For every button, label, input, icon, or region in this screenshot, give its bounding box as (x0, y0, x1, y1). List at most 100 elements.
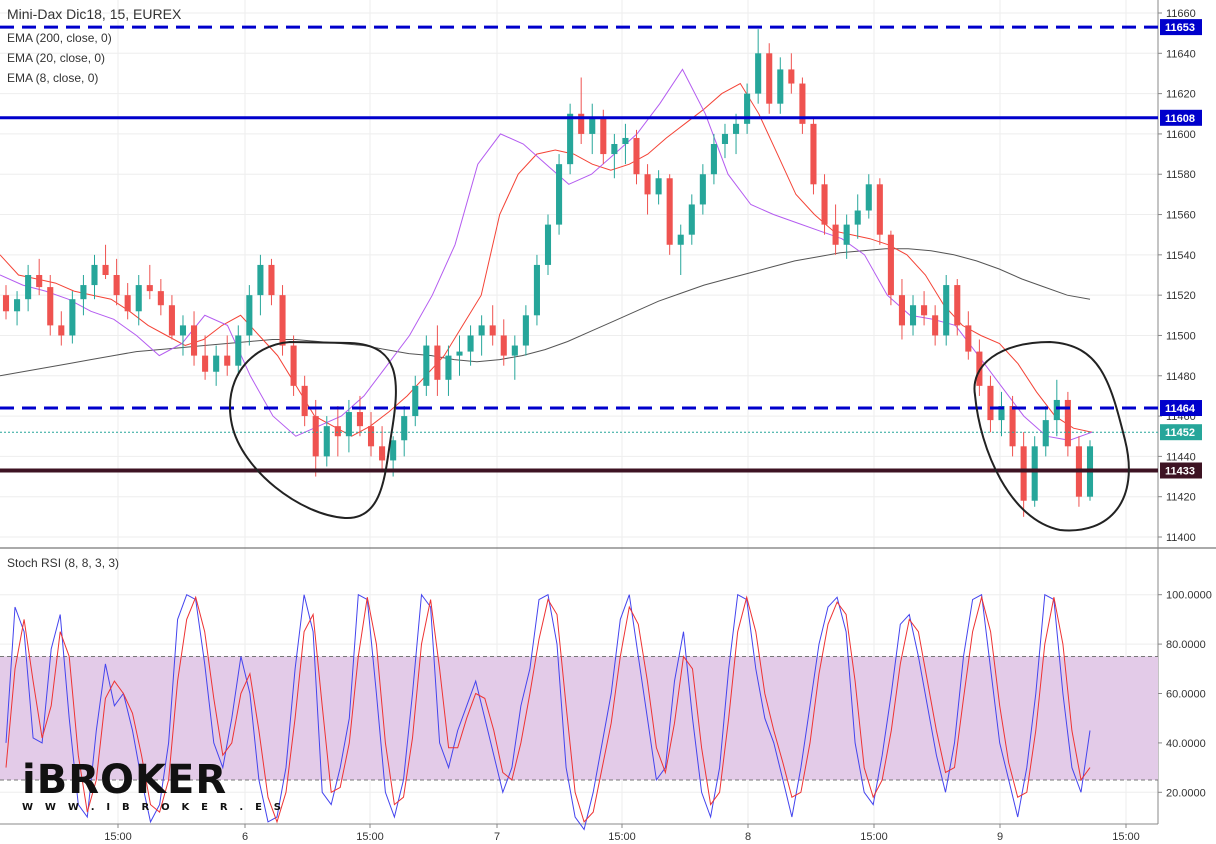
stoch-tick-label: 40.0000 (1166, 738, 1206, 750)
candle-body (677, 234, 684, 245)
candle-body (898, 295, 906, 326)
price-badge (1160, 462, 1202, 479)
price-tick-label: 11440 (1166, 451, 1196, 463)
candle-body (58, 325, 65, 336)
candle-body (379, 446, 386, 461)
candle-body (1053, 399, 1060, 421)
price-tick-label: 11600 (1166, 129, 1196, 141)
candle-body (323, 426, 330, 457)
candle-body (268, 264, 275, 296)
candle-body (843, 224, 850, 245)
candle-body (246, 295, 253, 336)
candle-body (312, 416, 319, 457)
time-tick-label: 6 (242, 831, 248, 843)
time-tick-label: 15:00 (1112, 831, 1140, 843)
circle-annotation-right[interactable] (973, 340, 1130, 532)
candle-body (36, 275, 43, 288)
candle-body (921, 305, 928, 316)
candle-body (821, 184, 828, 225)
price-tick-label: 11500 (1166, 330, 1196, 342)
price-badge-label: 11653 (1165, 22, 1195, 34)
candle-body (456, 351, 463, 356)
price-tick-label: 11400 (1166, 532, 1196, 544)
price-badge-label: 11433 (1165, 465, 1195, 477)
stoch-overbought-oversold-band (0, 656, 1158, 780)
candle-body (202, 355, 209, 372)
candle-body (887, 234, 894, 296)
hand-drawn-circles[interactable] (229, 340, 1130, 532)
candle-body (710, 144, 717, 175)
candle-body (644, 174, 651, 195)
candle-body (932, 315, 939, 336)
price-tick-label: 11520 (1166, 290, 1196, 302)
candle-body (666, 178, 673, 245)
candle-body (721, 133, 729, 144)
candle-body (744, 93, 751, 124)
candle-body (544, 224, 552, 265)
candle-body (1064, 399, 1071, 447)
candle-body (965, 325, 972, 352)
price-badge-label: 11464 (1165, 403, 1196, 415)
candle-body (467, 335, 474, 352)
price-tick-label: 11560 (1166, 210, 1196, 222)
price-tick-label: 11540 (1166, 250, 1196, 262)
price-badges: 11653 11608 11464 11433 11452 (1160, 19, 1202, 479)
time-tick-label: 7 (494, 831, 500, 843)
stoch-rsi-label: Stoch RSI (8, 8, 3, 3) (7, 556, 120, 570)
candle-body (600, 117, 607, 155)
candle-body (91, 264, 98, 286)
candle-body (390, 440, 397, 461)
candle-body (146, 285, 153, 292)
stoch-k-line (5, 593, 1091, 831)
candle-body (367, 426, 375, 447)
candle-body (511, 345, 518, 356)
ema200-line (0, 248, 1091, 377)
candle-body (777, 69, 784, 104)
candle-body (412, 385, 419, 417)
horizontal-levels[interactable] (0, 25, 1158, 473)
candle-body (500, 335, 507, 356)
candle-body (1042, 420, 1049, 447)
candlesticks (2, 29, 1094, 517)
candle-body (1020, 446, 1027, 501)
candle-body (213, 355, 220, 372)
candle-body (876, 184, 883, 235)
candle-body (401, 416, 408, 441)
time-tick-label: 9 (997, 831, 1003, 843)
stoch-tick-label: 20.0000 (1166, 787, 1206, 799)
candle-body (998, 406, 1005, 421)
candle-body (69, 299, 76, 336)
candle-body (522, 315, 529, 346)
candle-body (810, 123, 817, 185)
candle-body (168, 305, 175, 336)
candle-body (1031, 446, 1038, 501)
candle-body (732, 123, 740, 134)
candle-body (987, 385, 994, 421)
price-tick-label: 11580 (1166, 169, 1196, 181)
time-tick-label: 15:00 (104, 831, 132, 843)
price-tick-label: 11640 (1166, 48, 1196, 60)
candle-body (556, 164, 563, 225)
candle-body (445, 355, 452, 380)
candle-body (356, 412, 364, 427)
chart-title: Mini-Dax Dic18, 15, EUREX (7, 6, 182, 22)
candle-body (788, 69, 795, 84)
candle-body (865, 184, 872, 211)
candle-body (423, 345, 430, 386)
candle-body (279, 295, 286, 346)
main-grid (0, 0, 1158, 548)
time-tick-label: 15:00 (608, 831, 636, 843)
candle-body (80, 285, 87, 300)
candle-body (224, 355, 231, 366)
time-axis: 15:00 6 15:00 7 15:00 8 15:00 9 15:00 (104, 824, 1140, 843)
circle-annotation-left[interactable] (229, 340, 397, 520)
candle-body (434, 345, 441, 380)
candle-body (235, 335, 242, 366)
candle-body (943, 285, 950, 336)
candle-body (567, 113, 574, 165)
ibroker-logo: iBROKER W W W . I B R O K E R . E S (22, 760, 285, 813)
candle-body (799, 83, 806, 124)
candle-body (14, 299, 21, 312)
logo-name: iBROKER (22, 757, 228, 803)
price-tick-label: 11480 (1166, 371, 1196, 383)
